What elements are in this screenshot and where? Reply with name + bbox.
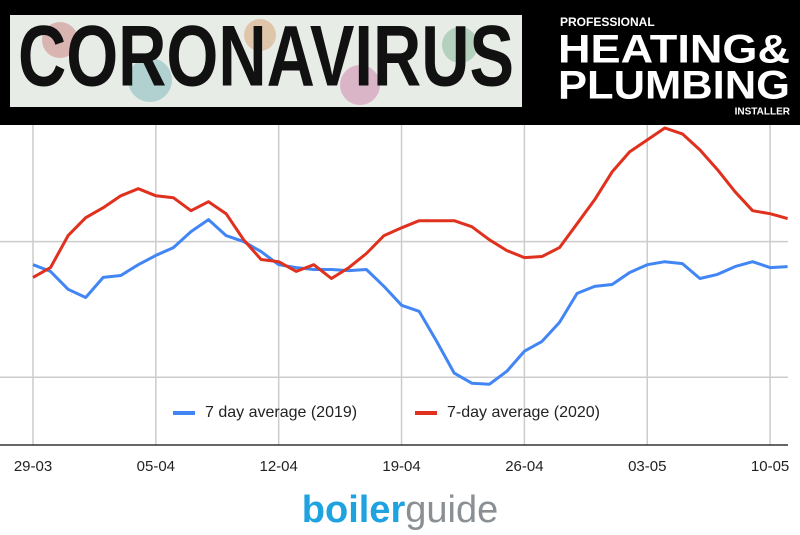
brand-bottom: INSTALLER [735, 107, 791, 118]
x-tick-label: 05-04 [137, 458, 175, 475]
texture [42, 19, 478, 105]
x-tick-label: 26-04 [505, 458, 543, 475]
x-tick-label: 29-03 [14, 458, 52, 475]
legend-label: 7-day average (2020) [447, 404, 600, 421]
data-line [32, 126, 789, 280]
brand-line: PLUMBING [558, 64, 790, 108]
legend-label: 7 day average (2019) [205, 404, 357, 421]
brand-top: PROFESSIONAL [560, 15, 655, 29]
data-line [32, 218, 788, 386]
banner-title: CORONAVIRUS [18, 9, 514, 105]
x-tick-label: 03-05 [628, 458, 666, 475]
x-tick-label: 19-04 [382, 458, 420, 475]
logo-part: guide [405, 489, 498, 531]
brand-line: HEATING& [558, 28, 790, 72]
logo-part: boiler [302, 489, 406, 531]
title-box [10, 15, 522, 107]
logo: boilerguide [302, 489, 498, 531]
x-tick-label: 12-04 [260, 458, 298, 475]
x-tick-label: 10-05 [751, 458, 789, 475]
